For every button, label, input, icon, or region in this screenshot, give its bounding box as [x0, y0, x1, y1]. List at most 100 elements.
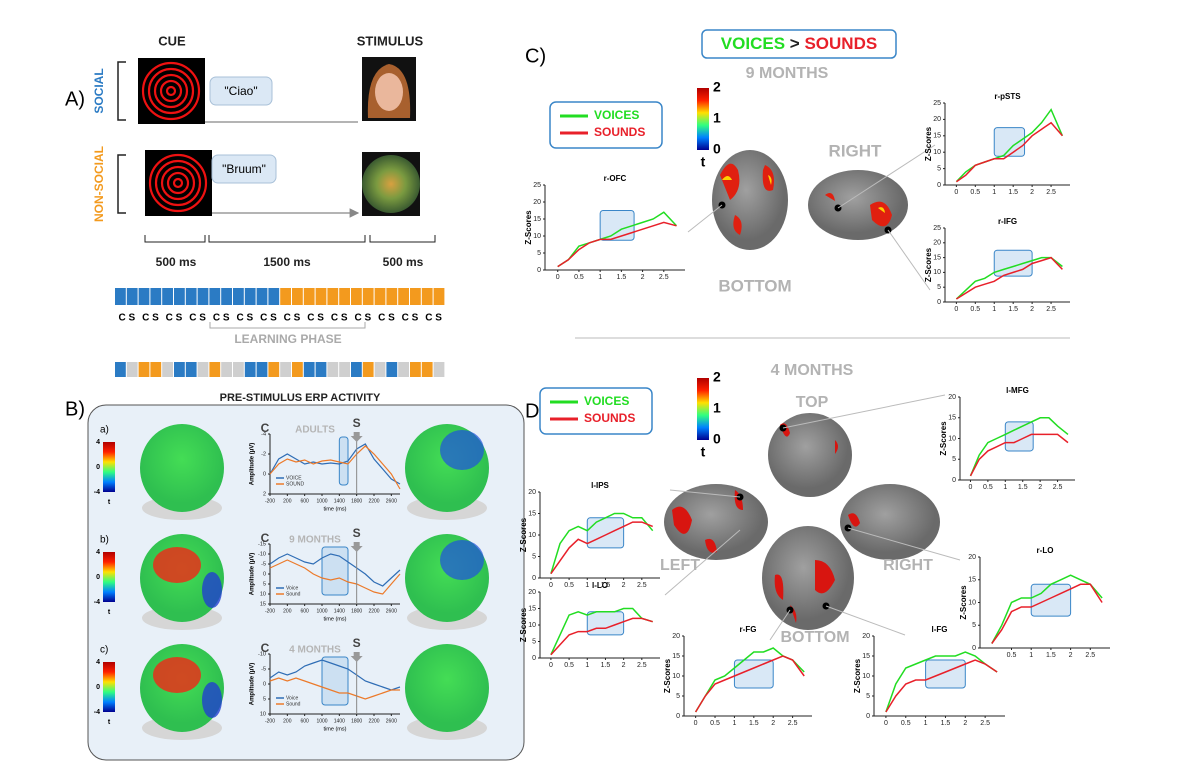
- y-axis-label: Amplitude (µV): [250, 663, 256, 705]
- trial-block: [138, 288, 150, 305]
- trial-block: [209, 288, 221, 305]
- y-tick-label: 20: [533, 199, 541, 206]
- trial-label: C S: [425, 313, 442, 324]
- trial-block: [386, 288, 398, 305]
- x-tick-label: 1.5: [616, 274, 626, 281]
- x-tick-label: 1: [585, 662, 589, 669]
- x-tick-label: 1.5: [1008, 306, 1018, 313]
- series-line: [269, 553, 401, 587]
- x-tick-label: 1400: [334, 498, 345, 504]
- x-tick-label: 2.5: [637, 662, 647, 669]
- y-tick-label: -4: [261, 431, 266, 437]
- trial-block: [268, 362, 280, 377]
- y-tick-label: 5: [676, 693, 680, 700]
- series-line: [991, 574, 1103, 644]
- brain-right: [808, 170, 908, 240]
- scalp-blob: [202, 682, 222, 718]
- row-label: b): [100, 535, 109, 546]
- trial-block: [244, 288, 256, 305]
- trial-block: [421, 288, 433, 305]
- y-tick-label: 15: [948, 415, 956, 422]
- y-tick-label: 10: [933, 149, 941, 156]
- panel-c: C) VOICES > SOUNDS 9 MONTHS RIGHT BOTTOM: [525, 29, 1070, 339]
- series-line: [557, 221, 677, 268]
- x-tick-label: 2.5: [980, 720, 990, 727]
- x-tick-label: 600: [300, 498, 309, 504]
- chart-title: l-LO: [592, 581, 608, 590]
- x-tick-label: 2: [1030, 306, 1034, 313]
- panel-label: B): [65, 398, 85, 420]
- trial-block: [410, 288, 421, 305]
- activation: [825, 193, 892, 227]
- y-tick-label: 15: [528, 605, 536, 612]
- y-tick-label: 5: [937, 165, 941, 172]
- trial-label: C S: [118, 313, 135, 324]
- trial-block: [150, 362, 162, 377]
- x-axis-label: time (ms): [324, 506, 347, 512]
- trial-block: [174, 362, 185, 377]
- chart-title: r-LO: [1037, 546, 1054, 555]
- trial-block: [351, 362, 362, 377]
- y-tick-label: 10: [533, 233, 541, 240]
- chart-title: r-FG: [740, 625, 757, 634]
- view-label: BOTTOM: [718, 276, 791, 295]
- age-label: 4 MONTHS: [771, 362, 854, 379]
- x-tick-label: 1: [992, 306, 996, 313]
- y-tick-label: -5: [261, 666, 266, 672]
- x-tick-label: 1800: [351, 498, 362, 504]
- y-axis-label: Z-Scores: [924, 126, 933, 161]
- x-tick-label: 2200: [368, 718, 379, 724]
- trial-block: [280, 362, 291, 377]
- duration: 500 ms: [156, 255, 197, 269]
- speech-bubble: [209, 76, 273, 106]
- x-tick-label: 1.5: [601, 662, 611, 669]
- series-line: [550, 512, 654, 574]
- trial-block: [339, 288, 350, 305]
- trial-block: [162, 288, 173, 305]
- x-tick-label: -200: [265, 498, 275, 504]
- chart-title: ADULTS: [295, 425, 335, 436]
- y-tick-label: 5: [972, 622, 976, 629]
- x-tick-label: 0.5: [983, 484, 993, 491]
- trial-block: [386, 362, 398, 377]
- trial-block: [197, 362, 209, 377]
- x-tick-label: 2: [963, 720, 967, 727]
- row-label: c): [100, 645, 108, 656]
- contrast-op: >: [790, 34, 800, 53]
- heads: [140, 424, 489, 740]
- trial-block: [268, 288, 280, 305]
- y-axis-label: Z-Scores: [959, 585, 968, 620]
- trial-block: [339, 362, 350, 377]
- x-tick-label: 0.5: [901, 720, 911, 727]
- series-line: [885, 659, 998, 713]
- scalp-map: [405, 644, 489, 732]
- y-tick-label: 0: [676, 713, 680, 720]
- view-label: TOP: [796, 394, 829, 411]
- face: [375, 73, 403, 111]
- legend-label: VOICES: [594, 108, 639, 122]
- x-tick-label: -200: [265, 608, 275, 614]
- trial-block: [421, 362, 433, 377]
- y-tick-label: -15: [258, 541, 266, 547]
- trial-block: [126, 362, 138, 377]
- x-tick-label: 1000: [316, 498, 327, 504]
- age-label: 9 MONTHS: [746, 65, 829, 82]
- trial-block: [303, 362, 315, 377]
- x-tick-label: 0: [549, 662, 553, 669]
- panel-a: A) CUE STIMULUS SOCIAL NON-SOCIAL "Ciao"…: [65, 33, 445, 377]
- trial-label: C S: [354, 313, 371, 324]
- highlight-window: [586, 517, 625, 549]
- trial-block: [126, 288, 138, 305]
- x-tick-label: 1400: [334, 718, 345, 724]
- colorbar: [103, 552, 115, 602]
- duration: 500 ms: [383, 255, 424, 269]
- x-tick-label: 1.5: [749, 720, 759, 727]
- y-axis-label: Z-Scores: [853, 658, 862, 693]
- stimulus-heading: STIMULUS: [357, 33, 424, 48]
- x-tick-label: 2: [641, 274, 645, 281]
- connector: [687, 144, 936, 291]
- trial-block: [327, 362, 339, 377]
- y-axis-label: Z-Scores: [519, 607, 528, 642]
- x-tick-label: 2600: [386, 718, 397, 724]
- brain-bottom: [712, 150, 788, 250]
